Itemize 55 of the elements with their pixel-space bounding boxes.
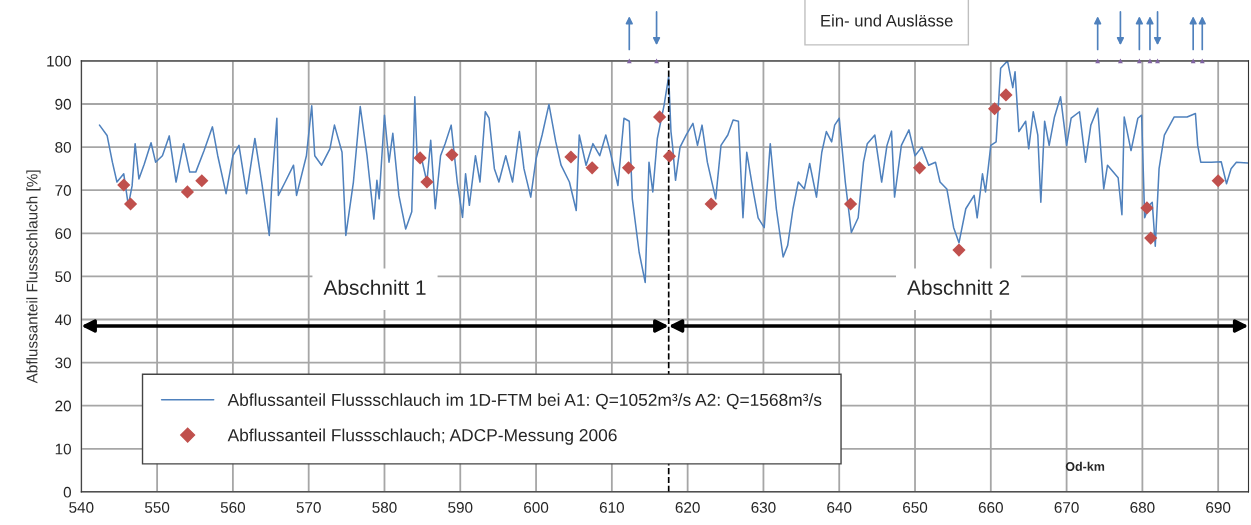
x-tick-label: 550 bbox=[144, 502, 170, 513]
point bbox=[195, 174, 209, 188]
annotation: Abschnitt 1 bbox=[323, 279, 426, 295]
x-tick-label: 620 bbox=[675, 502, 700, 513]
point bbox=[585, 161, 599, 175]
point bbox=[952, 243, 966, 257]
point bbox=[1144, 231, 1158, 245]
x-tick-label: 610 bbox=[599, 502, 624, 513]
point bbox=[564, 150, 578, 164]
point bbox=[999, 88, 1013, 102]
x-tick-label: 630 bbox=[751, 502, 776, 513]
point bbox=[420, 175, 434, 189]
x-tick-label: 660 bbox=[978, 502, 1003, 513]
x-tick-label: 650 bbox=[903, 502, 928, 513]
x-axis-title: Od-km bbox=[1065, 461, 1105, 471]
legend-label: Abflussanteil Flussschlauch im 1D-FTM bei A1: Q=1052m³/s A2: Q=1568m³/s bbox=[227, 393, 822, 410]
y-tick-label: 90 bbox=[55, 98, 71, 110]
x-tick-label: 680 bbox=[1130, 502, 1155, 513]
text: Ein- und Auslässe bbox=[821, 14, 953, 27]
y-tick-label: 50 bbox=[55, 271, 71, 283]
y-tick-label: 10 bbox=[55, 443, 71, 455]
point bbox=[621, 161, 636, 175]
x-tick-label: 580 bbox=[372, 502, 397, 513]
x-tick-label: 690 bbox=[1206, 502, 1231, 513]
x-tick-label: 570 bbox=[296, 502, 321, 513]
point bbox=[704, 197, 718, 211]
y-tick-label: 20 bbox=[55, 400, 71, 412]
annotation: Abschnitt 2 bbox=[907, 279, 1010, 295]
x-tick-label: 600 bbox=[524, 502, 549, 513]
point bbox=[1140, 201, 1154, 215]
y-tick-label: 40 bbox=[54, 314, 71, 326]
point bbox=[988, 102, 1002, 116]
point bbox=[844, 197, 858, 211]
y-tick-label: 100 bbox=[47, 55, 71, 67]
y-tick-label: 80 bbox=[55, 141, 71, 153]
y-tick-label: 30 bbox=[55, 357, 71, 369]
x-tick-label: 590 bbox=[448, 502, 473, 513]
x-tick-label: 560 bbox=[220, 502, 246, 513]
point bbox=[912, 161, 927, 175]
point bbox=[1211, 174, 1225, 188]
x-tick-label: 640 bbox=[827, 502, 852, 513]
y-tick-label: 70 bbox=[55, 185, 71, 196]
x-tick-label: 540 bbox=[69, 502, 94, 513]
y-tick-label: 0 bbox=[63, 486, 71, 498]
legend-label: Abflussanteil Flussschlauch; ADCP-Messung 2006 bbox=[227, 428, 617, 445]
y-tick-label: 60 bbox=[55, 228, 71, 239]
point bbox=[180, 185, 195, 199]
point bbox=[413, 151, 427, 165]
x-tick-label: 670 bbox=[1054, 502, 1079, 513]
point bbox=[445, 148, 459, 162]
point bbox=[662, 149, 677, 163]
y-axis-title: Abflussanteil Flussschlauch [%] bbox=[26, 170, 41, 384]
point bbox=[653, 110, 667, 124]
point bbox=[117, 178, 131, 192]
point bbox=[123, 197, 138, 211]
